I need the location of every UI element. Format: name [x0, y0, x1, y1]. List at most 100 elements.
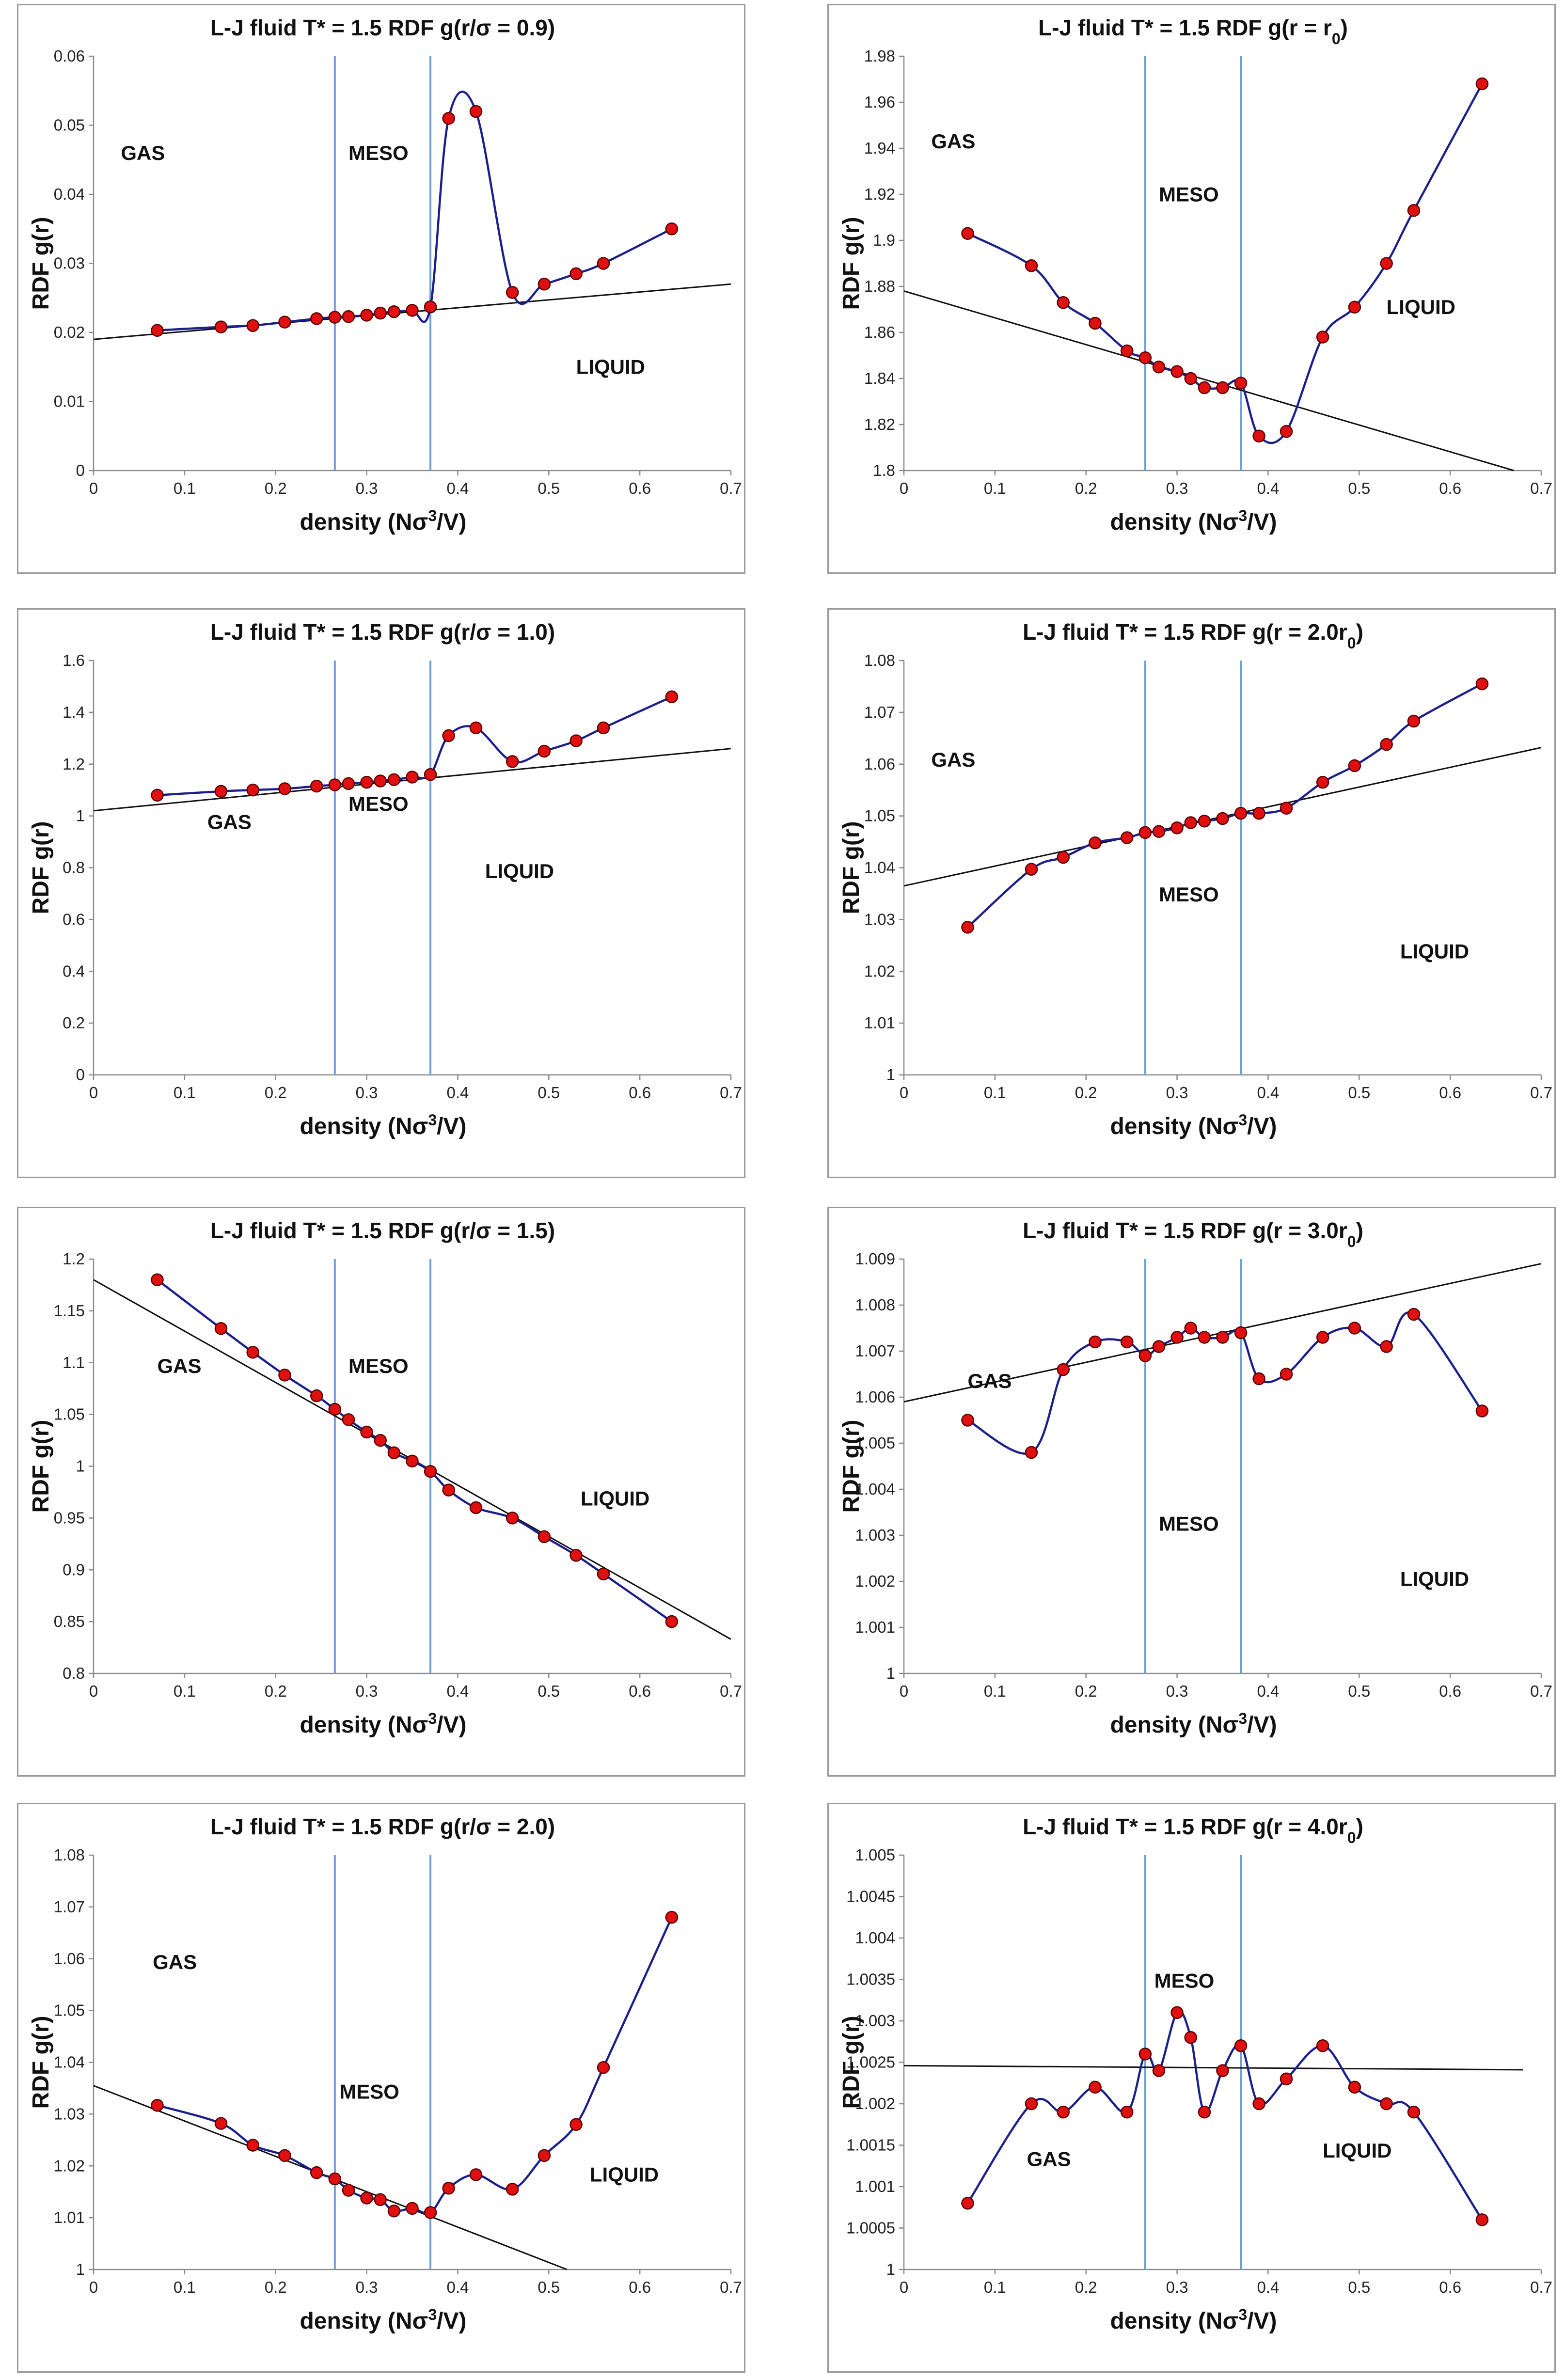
data-point: [151, 788, 164, 802]
chart-title-subscript: 0: [1347, 634, 1356, 652]
x-tick-label: 0.1: [984, 2278, 1006, 2296]
region-label-liquid: LIQUID: [1323, 2139, 1391, 2162]
x-axis-label-tail: /V): [437, 1114, 466, 1139]
x-tick-label: 0.1: [174, 1084, 196, 1102]
data-point: [1198, 381, 1211, 394]
chart-title: L-J fluid T* = 1.5 RDF g(r/σ = 0.9): [210, 15, 555, 40]
data-point: [597, 1567, 610, 1581]
data-point: [278, 315, 291, 329]
region-label-meso: MESO: [1159, 1513, 1219, 1535]
data-point: [1089, 836, 1102, 850]
data-point: [1280, 2072, 1293, 2085]
x-tick-label: 0.6: [629, 2278, 651, 2296]
x-tick-label: 0.2: [1075, 1682, 1097, 1700]
y-tick-label: 0.9: [63, 1560, 85, 1578]
x-tick-label: 0.4: [446, 1682, 469, 1700]
y-tick-label: 0.06: [54, 47, 85, 65]
data-point: [1057, 2105, 1070, 2119]
x-tick-label: 0.7: [720, 1084, 742, 1102]
y-tick-label: 1.05: [864, 807, 895, 825]
chart-title: L-J fluid T* = 1.5 RDF g(r = 3.0r0): [1023, 1218, 1363, 1250]
chart-title-tail: ): [1341, 15, 1348, 40]
data-point: [961, 921, 974, 934]
x-tick-label: 0.4: [446, 479, 469, 497]
data-point: [1252, 1372, 1265, 1386]
data-point: [1138, 826, 1152, 839]
x-tick-label: 0.5: [1348, 1084, 1370, 1102]
x-tick-label: 0.3: [356, 2278, 378, 2296]
y-tick-label: 1.005: [855, 1846, 895, 1864]
data-point: [1380, 257, 1393, 270]
data-point: [1057, 1363, 1070, 1376]
data-point: [214, 1322, 228, 1335]
region-label-gas: GAS: [121, 142, 165, 164]
region-label-gas: GAS: [207, 810, 252, 833]
x-axis-label-superscript: 3: [1238, 2306, 1247, 2323]
x-tick-label: 0.7: [1530, 1084, 1552, 1102]
x-tick-label: 0.5: [1348, 1682, 1370, 1700]
chart-title-main: L-J fluid T* = 1.5 RDF g(r = 2.0r: [1023, 619, 1347, 645]
x-tick-label: 0.6: [629, 1084, 651, 1102]
x-tick-label: 0.2: [1075, 479, 1097, 497]
x-tick-label: 0.3: [356, 1084, 378, 1102]
y-tick-label: 1.02: [54, 2157, 85, 2175]
x-axis-label-tail: /V): [1247, 2308, 1277, 2334]
data-point: [1475, 2213, 1489, 2226]
data-point: [1234, 377, 1248, 390]
region-label-meso: MESO: [348, 792, 409, 815]
region-label-meso: MESO: [348, 1355, 409, 1377]
x-axis-label-tail: /V): [437, 2308, 466, 2334]
x-axis-label-superscript: 3: [428, 507, 437, 524]
data-point: [1475, 77, 1489, 91]
y-tick-label: 0.8: [63, 1664, 85, 1682]
data-point: [1216, 2064, 1229, 2077]
data-point: [665, 222, 679, 236]
y-tick-label: 0.2: [63, 1014, 85, 1032]
data-point: [214, 320, 228, 333]
x-tick-label: 0.1: [174, 1682, 196, 1700]
chart-title: L-J fluid T* = 1.5 RDF g(r = 4.0r0): [1023, 1814, 1363, 1846]
chart-title-tail: ): [1356, 1814, 1363, 1839]
y-tick-label: 1.0005: [846, 2219, 895, 2237]
region-label-liquid: LIQUID: [576, 356, 645, 378]
data-point: [961, 2196, 974, 2210]
data-point: [961, 1414, 974, 1427]
chart-panel-gr-1.5: L-J fluid T* = 1.5 RDF g(r/σ = 1.5) 0.8 0.…: [17, 1207, 745, 1777]
data-point: [328, 778, 342, 791]
data-point: [469, 1501, 483, 1514]
y-tick-label: 1.004: [855, 1929, 895, 1947]
y-axis-label: RDF g(r): [28, 821, 54, 914]
data-point: [406, 771, 419, 784]
y-axis-label: RDF g(r): [838, 1420, 864, 1513]
y-tick-label: 1.0035: [846, 1970, 895, 1988]
data-point: [1252, 807, 1265, 820]
x-tick-label: 0: [900, 1084, 908, 1102]
x-axis-label: density (Nσ3/V): [300, 2306, 466, 2334]
region-label-gas: GAS: [931, 130, 975, 153]
region-label-gas: GAS: [158, 1355, 202, 1377]
x-tick-label: 0.2: [1075, 1084, 1097, 1102]
region-label-liquid: LIQUID: [590, 2163, 659, 2186]
data-point: [406, 2202, 419, 2215]
region-label-gas: GAS: [153, 1951, 197, 1973]
x-axis-label: density (Nσ3/V): [1110, 2306, 1277, 2334]
y-tick-label: 1.94: [864, 139, 895, 157]
data-point: [665, 1615, 679, 1628]
data-point: [387, 773, 401, 787]
data-point: [151, 324, 164, 337]
y-tick-label: 0.04: [54, 185, 85, 203]
y-tick-label: 1.04: [54, 2053, 85, 2071]
data-point: [1216, 1331, 1229, 1344]
x-axis-label-main: density (Nσ: [300, 1712, 428, 1738]
data-point: [424, 300, 437, 314]
data-point: [1025, 2097, 1038, 2111]
y-tick-label: 1: [76, 807, 85, 825]
chart-svg: L-J fluid T* = 1.5 RDF g(r = 4.0r0)11.00…: [838, 1814, 1552, 2334]
data-point: [1348, 300, 1361, 314]
data-point: [1316, 2039, 1329, 2052]
data-point: [1025, 259, 1038, 272]
y-tick-label: 1.005: [855, 1434, 895, 1452]
data-point: [246, 1346, 259, 1359]
x-axis-label: density (Nσ3/V): [300, 507, 466, 535]
data-point: [1121, 344, 1134, 358]
